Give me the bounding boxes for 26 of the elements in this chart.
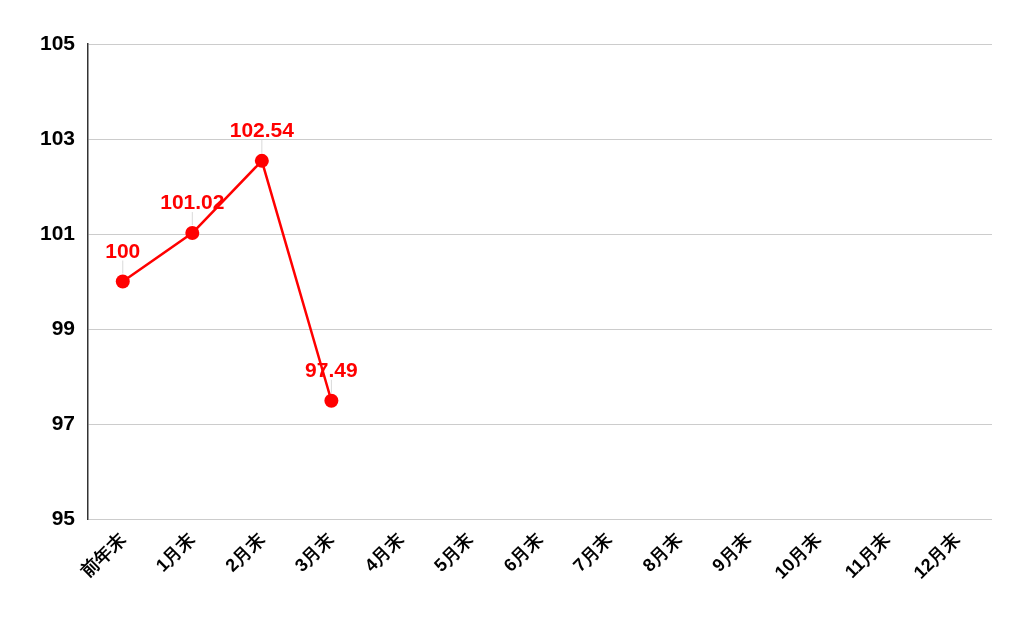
x-tick-label: 9月末 [708, 528, 756, 576]
y-tick-label: 99 [51, 315, 75, 339]
x-tick-label: 6月末 [499, 528, 548, 576]
x-tick-label: 7月末 [569, 528, 617, 576]
y-tick-label: 95 [51, 505, 76, 529]
point [254, 153, 269, 168]
x-tick-label: 10月末 [770, 528, 826, 583]
y-tick-label: 105 [39, 30, 76, 54]
data-label: 102.54 [229, 117, 295, 141]
y-tick-label: 101 [39, 220, 76, 244]
x-tick-label: 3月末 [291, 528, 339, 576]
y-tick-label: 103 [39, 125, 75, 149]
x-tick-label: 8月末 [638, 528, 687, 576]
point [115, 274, 130, 289]
x-tick-label: 11月末 [840, 528, 895, 582]
y-tick-label: 97 [51, 410, 75, 434]
x-tick-label: 4月末 [360, 528, 408, 576]
x-tick-label: 2月末 [221, 528, 269, 576]
x-tick-label: 12月末 [909, 528, 965, 583]
data-label: 100 [105, 238, 141, 262]
x-tick-label: 前年末 [76, 528, 130, 582]
point [185, 226, 200, 241]
data-label: 101.02 [160, 190, 225, 214]
point [324, 393, 339, 408]
x-tick-label: 1月末 [151, 528, 200, 576]
x-tick-label: 5月末 [430, 528, 478, 576]
